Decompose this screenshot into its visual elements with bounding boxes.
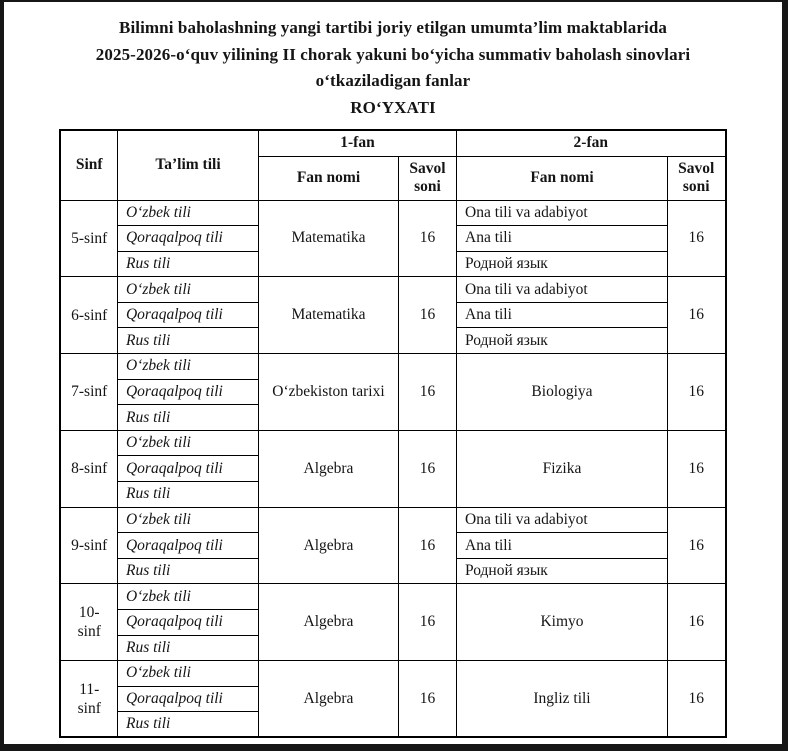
language-cell: O‘zbek tili (116, 353, 259, 380)
language-cell: Qoraqalpoq tili (116, 301, 259, 329)
fan2-name-cell: Ana tili (456, 225, 668, 252)
fan1-name-cell: Algebra (257, 506, 399, 585)
language-cell: O‘zbek tili (116, 276, 259, 303)
header-2-fan: 2-fan (455, 129, 727, 157)
fan1-count-cell: 16 (397, 583, 458, 662)
fan2-count-cell: 16 (666, 583, 727, 662)
header-talim-tili: Ta’lim tili (116, 129, 259, 201)
table-row: Qoraqalpoq tili Ana tili (60, 225, 725, 252)
table-row: Qoraqalpoq tili Ana tili (60, 532, 725, 559)
fan1-name-cell: Matematika (257, 199, 399, 278)
table-row: 5-sinf O‘zbek tili Matematika 16 Ona til… (59, 199, 727, 278)
fan2-name-cell: Родной язык (456, 250, 668, 278)
language-cell: O‘zbek tili (116, 429, 259, 457)
header-row-1: Sinf Ta’lim tili 1-fan 2-fan (59, 129, 727, 201)
fan2-name-cell: Kimyo (456, 583, 668, 662)
fan1-count-cell: 16 (397, 276, 458, 355)
header-fan2-nomi: Fan nomi (456, 155, 668, 201)
language-cell: Qoraqalpoq tili (116, 609, 259, 636)
fan1-count-cell: 16 (397, 199, 458, 278)
table-row: Qoraqalpoq tili (60, 609, 725, 636)
fan2-count-cell: 16 (666, 276, 727, 355)
language-cell: Rus tili (116, 557, 259, 585)
table-row: Rus tili (60, 481, 725, 508)
fan2-name-cell: Fizika (456, 429, 668, 508)
fan2-count-cell: 16 (666, 199, 727, 278)
table-row: Qoraqalpoq tili Ana tili (60, 301, 725, 329)
fan1-name-cell: Matematika (257, 276, 399, 355)
fan1-name-cell: Algebra (257, 660, 399, 738)
language-cell: Rus tili (116, 404, 259, 431)
sinf-cell: 8-sinf (59, 429, 118, 508)
fan1-count-cell: 16 (397, 429, 458, 508)
table-row: Rus tili Родной язык (60, 557, 725, 585)
sinf-cell: 6-sinf (59, 276, 118, 355)
header-fan2-savol-soni: Savol soni (666, 155, 727, 201)
fan1-count-cell: 16 (397, 660, 458, 738)
sinf-cell: 11- sinf (59, 660, 118, 738)
table-row: Qoraqalpoq tili (60, 378, 725, 406)
language-cell: O‘zbek tili (116, 660, 259, 687)
language-cell: Qoraqalpoq tili (116, 532, 259, 559)
header-fan1-savol-soni: Savol soni (397, 155, 458, 201)
sinf-cell: 5-sinf (59, 199, 118, 278)
language-cell: Qoraqalpoq tili (116, 225, 259, 252)
title-line-2: 2025-2026-o‘quv yilining II chorak yakun… (95, 44, 691, 64)
fan2-name-cell: Ana tili (456, 301, 668, 329)
title-line-1: Bilimni baholashning yangi tartibi joriy… (119, 18, 667, 37)
language-cell: Rus tili (116, 634, 259, 662)
language-cell: Rus tili (116, 481, 259, 508)
language-cell: O‘zbek tili (116, 199, 259, 227)
language-cell: Qoraqalpoq tili (116, 685, 259, 713)
fan2-name-cell: Ana tili (456, 532, 668, 559)
language-cell: Qoraqalpoq tili (116, 455, 259, 483)
header-row-2: Fan nomi Savol soni Fan nomi Savol soni (60, 155, 727, 201)
fan1-name-cell: O‘zbekiston tarixi (257, 353, 399, 431)
language-cell: O‘zbek tili (116, 583, 259, 610)
table-row: 6-sinf O‘zbek tili Matematika 16 Ona til… (59, 276, 727, 355)
sinf-cell: 10- sinf (59, 583, 118, 662)
header-sinf: Sinf (59, 129, 118, 201)
fan2-count-cell: 16 (666, 353, 727, 431)
title-line-3: o‘tkaziladigan fanlar (315, 71, 471, 90)
table-row: 10- sinf O‘zbek tili Algebra 16 Kimyo 16 (59, 583, 727, 662)
fan1-count-cell: 16 (397, 506, 458, 585)
sinf-cell: 9-sinf (59, 506, 118, 585)
table-row: Rus tili (60, 404, 725, 431)
header-fan1-nomi: Fan nomi (257, 155, 399, 201)
fan2-name-cell: Biologiya (456, 353, 668, 431)
fan2-count-cell: 16 (666, 429, 727, 508)
table-row: Qoraqalpoq tili (60, 685, 725, 713)
title-line-4: RO‘YXATI (350, 97, 436, 117)
page-title: Bilimni baholashning yangi tartibi joriy… (4, 15, 782, 121)
fan2-name-cell: Ona tili va adabiyot (456, 506, 668, 534)
fan2-count-cell: 16 (666, 506, 727, 585)
fan2-name-cell: Ingliz tili (456, 660, 668, 738)
table-row: Rus tili (60, 634, 725, 662)
fan2-name-cell: Ona tili va adabiyot (456, 199, 668, 227)
fan2-name-cell: Родной язык (456, 557, 668, 585)
table-row: Rus tili Родной язык (60, 250, 725, 278)
table-row: 7-sinf O‘zbek tili O‘zbekiston tarixi 16… (59, 353, 727, 431)
language-cell: Rus tili (116, 327, 259, 355)
fan1-name-cell: Algebra (257, 429, 399, 508)
fan2-count-cell: 16 (666, 660, 727, 738)
subjects-table: Sinf Ta’lim tili 1-fan 2-fan Fan nomi Sa… (59, 129, 727, 739)
table-row: 11- sinf O‘zbek tili Algebra 16 Ingliz t… (59, 660, 727, 738)
language-cell: Qoraqalpoq tili (116, 378, 259, 406)
fan2-name-cell: Ona tili va adabiyot (456, 276, 668, 303)
header-1-fan: 1-fan (257, 129, 458, 157)
sinf-cell: 7-sinf (59, 353, 118, 431)
table-row: Rus tili (60, 711, 725, 738)
table-row: 8-sinf O‘zbek tili Algebra 16 Fizika 16 (59, 429, 727, 508)
fan1-count-cell: 16 (397, 353, 458, 431)
language-cell: Rus tili (116, 250, 259, 278)
language-cell: O‘zbek tili (116, 506, 259, 534)
language-cell: Rus tili (116, 711, 259, 738)
table-row: 9-sinf O‘zbek tili Algebra 16 Ona tili v… (59, 506, 727, 585)
fan1-name-cell: Algebra (257, 583, 399, 662)
fan2-name-cell: Родной язык (456, 327, 668, 355)
